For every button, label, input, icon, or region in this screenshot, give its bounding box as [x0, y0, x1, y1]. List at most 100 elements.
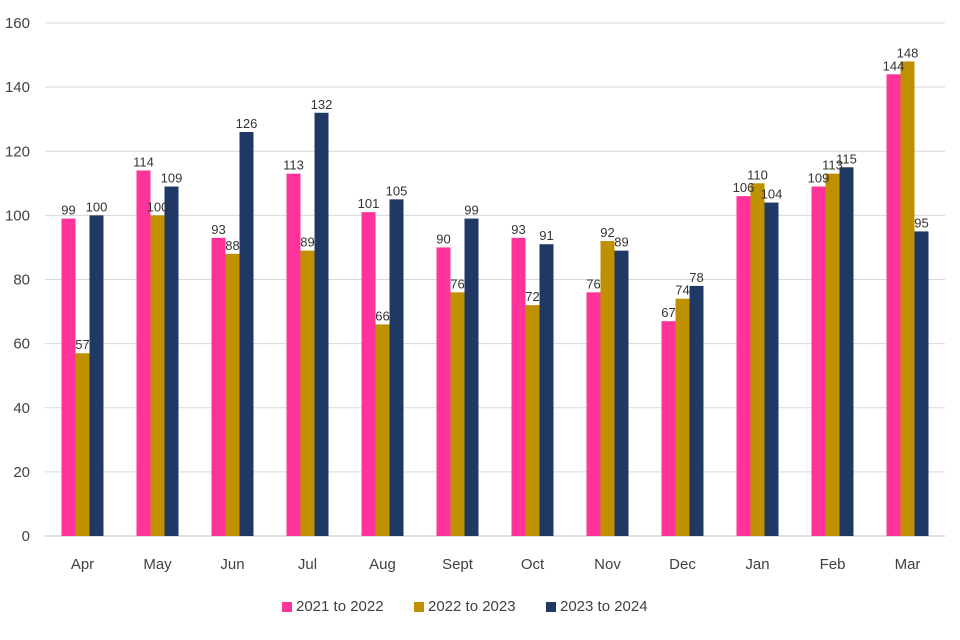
data-label: 88 [225, 238, 239, 253]
bar [150, 215, 165, 536]
data-label: 90 [436, 231, 450, 246]
data-label: 104 [761, 187, 783, 202]
data-label: 89 [614, 235, 628, 250]
legend-label: 2022 to 2023 [428, 598, 516, 615]
data-label: 114 [133, 154, 154, 169]
x-tick-label: Sept [442, 556, 474, 573]
data-label: 105 [386, 183, 408, 198]
bar [525, 305, 540, 536]
x-tick-label: Jun [220, 556, 244, 573]
bars [61, 61, 929, 537]
bar [586, 292, 601, 536]
data-label: 100 [86, 199, 108, 214]
bar [689, 285, 704, 536]
y-tick-label: 80 [13, 272, 30, 289]
data-label: 148 [897, 45, 919, 60]
bar [764, 202, 779, 537]
bar [361, 212, 376, 536]
x-axis-ticks: Apr May Jun Jul Aug Sept Oct Nov Dec Jan Feb Mar [71, 556, 921, 573]
bar [811, 186, 826, 537]
bar [436, 247, 451, 536]
x-tick-label: Dec [669, 556, 696, 573]
legend-swatch [282, 602, 292, 612]
bar [300, 250, 315, 537]
data-label: 93 [511, 222, 525, 237]
bar [750, 183, 765, 536]
bar [600, 241, 615, 536]
y-tick-label: 140 [5, 79, 30, 96]
legend-swatch [414, 602, 424, 612]
gridlines [45, 22, 945, 537]
data-label: 106 [733, 180, 755, 195]
data-label: 110 [747, 167, 768, 182]
bar [736, 196, 751, 536]
data-label: 99 [61, 203, 75, 218]
bar [825, 173, 840, 536]
x-tick-label: Aug [369, 556, 396, 573]
y-tick-label: 40 [13, 400, 30, 417]
bar [225, 253, 240, 536]
data-label: 115 [836, 151, 857, 166]
x-tick-label: Nov [594, 556, 621, 573]
data-label: 76 [586, 276, 600, 291]
legend-swatch [546, 602, 556, 612]
y-tick-label: 100 [5, 207, 30, 224]
bar [675, 298, 690, 536]
data-label: 113 [283, 158, 304, 173]
data-label: 113 [822, 158, 843, 173]
data-label: 144 [883, 58, 905, 73]
y-tick-label: 60 [13, 336, 30, 353]
x-tick-label: Oct [521, 556, 545, 573]
y-axis-ticks: 0 20 40 60 80 100 120 140 160 [5, 15, 30, 545]
x-tick-label: Jul [298, 556, 317, 573]
data-label: 100 [147, 199, 169, 214]
data-label: 132 [311, 97, 333, 112]
x-tick-label: May [143, 556, 172, 573]
bar [61, 218, 76, 537]
data-label: 66 [375, 308, 389, 323]
data-label: 91 [539, 228, 553, 243]
bar [661, 321, 676, 536]
data-label: 76 [450, 276, 464, 291]
bar [286, 173, 301, 536]
data-label: 78 [689, 270, 703, 285]
data-label: 92 [600, 225, 614, 240]
bar [886, 74, 901, 537]
x-tick-label: Jan [745, 556, 769, 573]
bar [900, 61, 915, 536]
data-label: 74 [675, 283, 689, 298]
bar [239, 132, 254, 536]
data-label: 93 [211, 222, 225, 237]
legend: 2021 to 2022 2022 to 2023 2023 to 2024 [282, 598, 648, 615]
data-label: 67 [661, 305, 675, 320]
x-tick-label: Mar [895, 556, 921, 573]
bar [839, 167, 854, 536]
data-label: 109 [808, 171, 830, 186]
y-tick-label: 120 [5, 143, 30, 160]
y-tick-label: 20 [13, 464, 30, 481]
legend-label: 2021 to 2022 [296, 598, 384, 615]
bar [450, 292, 465, 536]
data-label: 72 [525, 289, 539, 304]
x-tick-label: Apr [71, 556, 94, 573]
bar [464, 218, 479, 537]
bar [164, 186, 179, 537]
data-label: 101 [358, 196, 380, 211]
bar [136, 170, 151, 537]
data-labels: 9957100114100109938812611389132101661059… [61, 45, 928, 352]
bar [389, 199, 404, 536]
bar [511, 237, 526, 536]
bar [75, 353, 90, 536]
bar [539, 244, 554, 536]
x-tick-label: Feb [820, 556, 846, 573]
bar [375, 324, 390, 536]
y-tick-label: 0 [22, 528, 30, 545]
data-label: 109 [161, 171, 183, 186]
data-label: 126 [236, 116, 258, 131]
bar [314, 112, 329, 537]
bar [914, 231, 929, 536]
legend-label: 2023 to 2024 [560, 598, 648, 615]
data-label: 95 [914, 215, 928, 230]
